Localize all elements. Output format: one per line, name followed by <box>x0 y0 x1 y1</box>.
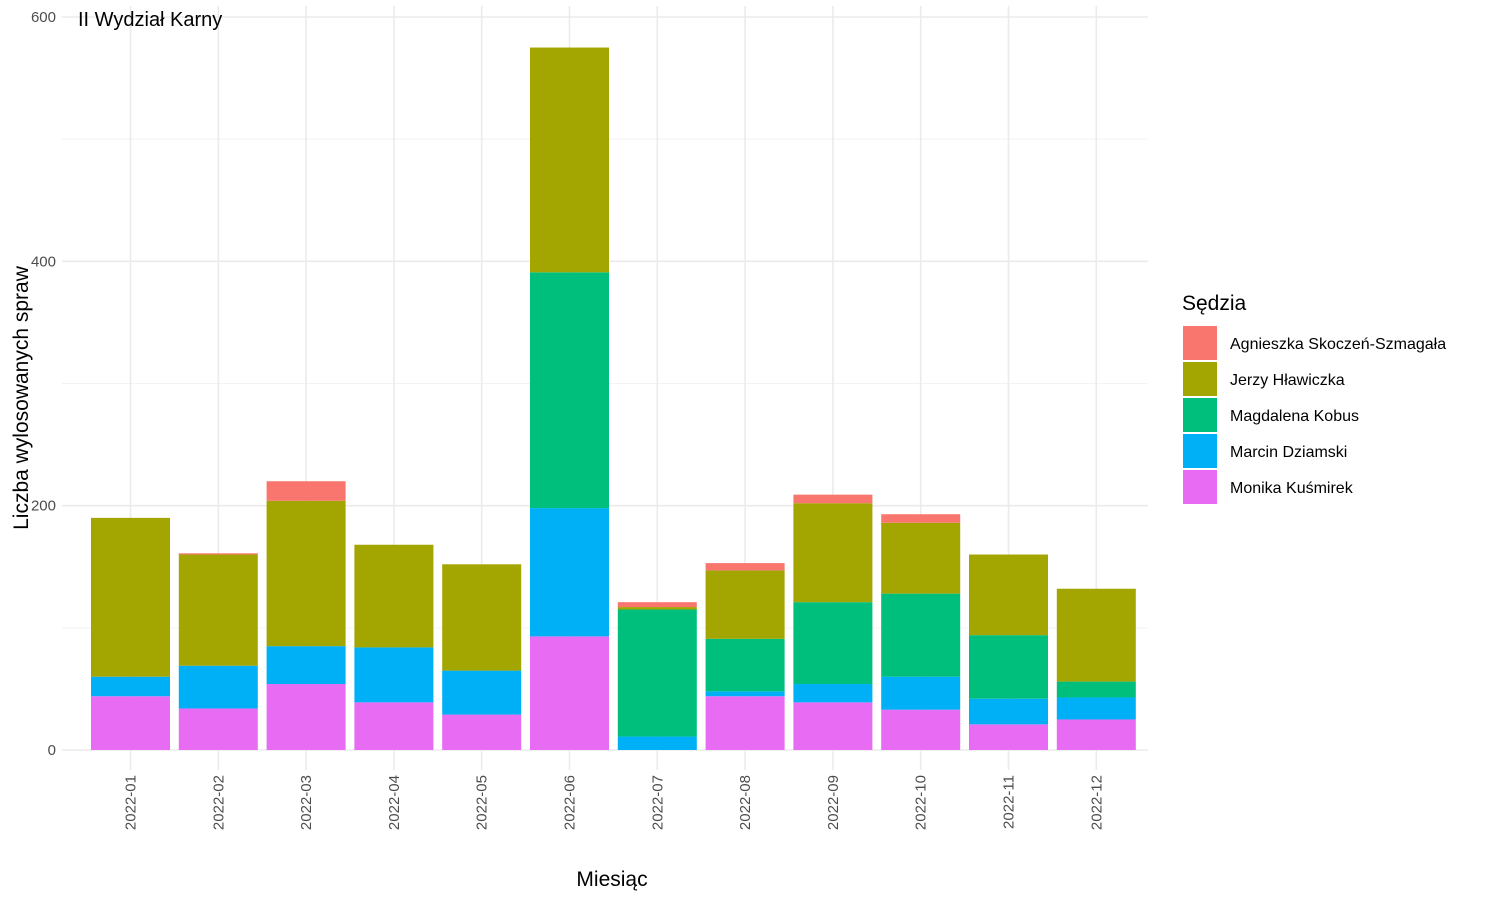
y-tick-labels: 0 200 400 600 <box>31 9 56 759</box>
bar-segment <box>530 47 609 273</box>
bar-segment <box>969 554 1048 636</box>
y-axis-title: Liczba wylosowanych spraw <box>10 265 33 530</box>
x-tick-label: 2022-02 <box>210 775 227 830</box>
bar-segment <box>881 522 961 594</box>
bar-segment <box>530 508 609 637</box>
x-tick-label: 2022-11 <box>1001 775 1018 829</box>
bar-segment <box>1056 588 1136 682</box>
bar-segment <box>530 636 609 750</box>
bar-segment <box>793 503 873 603</box>
bar-segment <box>354 647 434 703</box>
x-tick-labels: 2022-01 2022-02 2022-03 2022-04 2022-05 2022-… <box>123 775 1106 830</box>
bar-segment <box>1056 697 1136 720</box>
bar-segment <box>1056 681 1136 698</box>
bar-segment <box>881 514 961 523</box>
bar-segment <box>881 709 961 750</box>
bar-segment <box>442 714 522 750</box>
bar-segment <box>969 724 1048 750</box>
y-tick-label: 400 <box>31 253 56 270</box>
y-tick-label: 200 <box>31 498 56 515</box>
x-tick-label: 2022-09 <box>825 775 842 830</box>
x-tick-label: 2022-12 <box>1088 775 1105 830</box>
legend-key <box>1183 326 1217 360</box>
chart-title: II Wydział Karny <box>78 9 222 31</box>
bar-segment <box>969 698 1048 725</box>
bar-segment <box>442 670 522 715</box>
bar-segment <box>617 607 697 610</box>
legend-label: Agnieszka Skoczeń-Szmagała <box>1230 336 1446 353</box>
legend-label: Monika Kuśmirek <box>1230 480 1354 497</box>
bar-segment <box>91 696 170 750</box>
bar-segment <box>178 554 258 666</box>
bar-segment <box>354 702 434 750</box>
legend-key <box>1183 362 1217 396</box>
bar-segment <box>266 684 346 750</box>
bar-segment <box>91 517 170 677</box>
legend-key <box>1183 398 1217 432</box>
x-tick-label: 2022-06 <box>562 775 579 830</box>
x-tick-label: 2022-07 <box>649 775 666 830</box>
bar-segment <box>178 553 258 555</box>
bar-segment <box>705 638 785 692</box>
x-tick-label: 2022-08 <box>737 775 754 830</box>
x-tick-label: 2022-01 <box>123 775 140 830</box>
bar-segment <box>617 736 697 750</box>
y-tick-label: 0 <box>48 742 56 759</box>
bar-segment <box>266 646 346 685</box>
bar-segment <box>354 544 434 648</box>
legend: Sędzia Agnieszka Skoczeń-Szmagała Jerzy H… <box>1182 292 1446 504</box>
legend-key <box>1183 470 1217 504</box>
bar-segment <box>178 665 258 709</box>
x-tick-label: 2022-05 <box>474 775 491 830</box>
bar-segment <box>793 702 873 750</box>
bar-segment <box>1056 719 1136 750</box>
bar-segment <box>266 500 346 647</box>
bar-segment <box>705 563 785 571</box>
x-tick-label: 2022-04 <box>386 775 403 830</box>
bar-segment <box>442 564 522 671</box>
bar-segment <box>91 676 170 697</box>
legend-title: Sędzia <box>1182 292 1247 315</box>
legend-label: Magdalena Kobus <box>1230 408 1359 425</box>
bar-segment <box>705 691 785 697</box>
bars <box>91 47 1136 750</box>
legend-key <box>1183 434 1217 468</box>
bar-segment <box>178 708 258 750</box>
bar-segment <box>793 602 873 685</box>
bar-segment <box>617 609 697 737</box>
y-tick-label: 600 <box>31 9 56 26</box>
bar-segment <box>705 570 785 639</box>
bar-segment <box>530 272 609 509</box>
bar-segment <box>881 676 961 710</box>
x-tick-label: 2022-03 <box>298 775 315 830</box>
x-axis-title: Miesiąc <box>576 868 647 891</box>
bar-segment <box>266 481 346 501</box>
bar-segment <box>793 494 873 504</box>
bar-segment <box>881 593 961 677</box>
legend-label: Jerzy Hławiczka <box>1230 372 1345 389</box>
bar-segment <box>793 684 873 703</box>
bar-segment <box>617 602 697 608</box>
x-tick-label: 2022-10 <box>913 775 930 830</box>
legend-label: Marcin Dziamski <box>1230 444 1347 461</box>
bar-segment <box>969 635 1048 699</box>
bar-segment <box>705 696 785 750</box>
